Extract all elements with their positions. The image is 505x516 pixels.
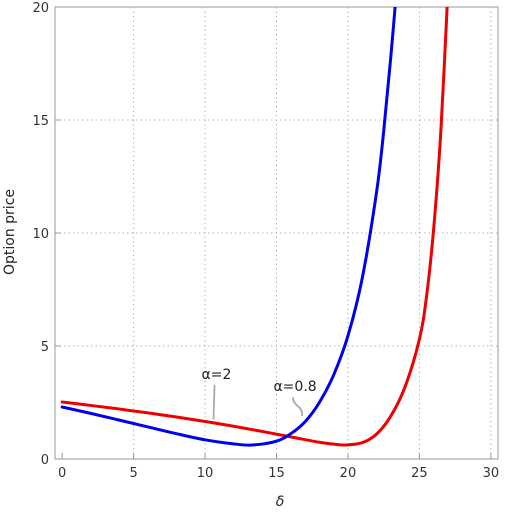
x-tick-label: 15 (268, 466, 285, 481)
x-tick-label: 25 (411, 466, 428, 481)
x-tick-label: 0 (58, 466, 66, 481)
y-tick-label: 20 (32, 1, 49, 16)
y-tick-label: 5 (41, 340, 49, 355)
y-tick-labels: 0 5 10 15 20 (32, 1, 49, 468)
x-tick-label: 10 (197, 466, 214, 481)
x-tick-labels: 0 5 10 15 20 25 30 (58, 466, 499, 481)
series-line-alpha-2 (60, 7, 397, 447)
annotation-leader (292, 397, 304, 417)
annotation-label: α=2 (202, 367, 232, 383)
y-tick-label: 15 (32, 114, 49, 129)
y-tick-label: 10 (32, 227, 49, 242)
series-line-alpha-0-8 (60, 7, 449, 447)
y-tick-label: 0 (41, 453, 49, 468)
x-tick-label: 20 (340, 466, 357, 481)
y-axis-title: Option price (2, 189, 18, 275)
annotation-label: α=0.8 (273, 379, 316, 395)
series-layer (60, 7, 449, 447)
x-tick-label: 5 (129, 466, 137, 481)
annotation-layer: α=2 α=0.8 (202, 367, 317, 420)
x-axis-title: δ (276, 494, 285, 510)
x-tick-label: 30 (483, 466, 500, 481)
ticks-layer (55, 6, 492, 460)
annotation-leader (212, 384, 216, 420)
